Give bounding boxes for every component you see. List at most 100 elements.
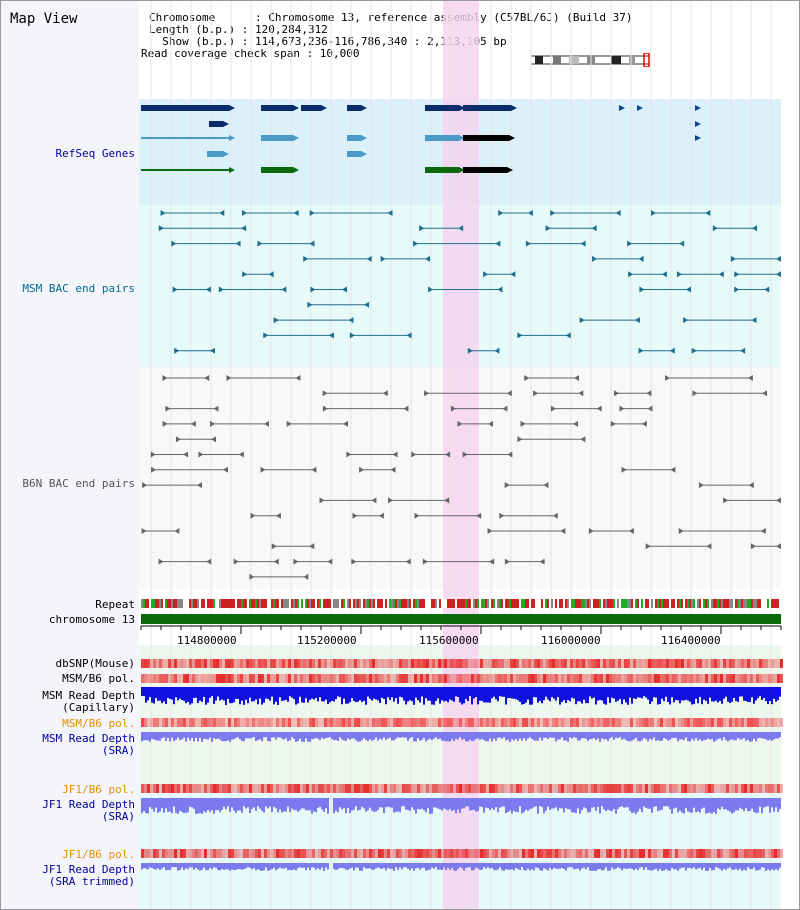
jf1-depth-bar [663,798,665,807]
msm-depth-cap-bar [579,687,581,702]
dbsnp-strip [573,659,576,668]
jf1-depth-trim-bar [283,863,285,869]
msm-b6-pol-sra-label: MSM/B6 pol. [62,717,135,730]
jf1-pol-2-strip [735,849,738,858]
dbsnp-strip [417,659,420,668]
msm-pol-sra-strip [228,718,231,727]
msm-pol-strip [411,674,414,683]
dbsnp-strip [249,659,252,668]
repeat-segment [715,599,717,608]
msm-bac-pair-end [328,332,334,339]
msm-depth-cap-bar [437,687,439,699]
dbsnp-strip [279,659,282,668]
msm-depth-cap-bar [243,687,245,705]
repeat-segment [217,599,219,608]
msm-depth-sra-bar [475,732,477,740]
msm-pol-sra-strip [312,718,315,727]
msm-depth-sra-bar [417,732,419,739]
jf1-depth-bar [763,798,765,808]
msm-pol-sra-strip [459,718,462,727]
dbsnp-strip [684,659,687,668]
jf1-pol-strip [183,784,186,793]
msm-depth-sra-bar [245,732,247,739]
jf1-depth-trim-bar [207,863,209,871]
jf1-depth-trim-bar [765,863,767,871]
msm-bac-pair-end [268,271,274,278]
msm-depth-sra-bar [433,732,435,739]
msm-depth-sra-bar [581,732,583,739]
jf1-pol-2-strip [684,849,687,858]
jf1-depth-bar [435,798,437,808]
jf1-depth-trim-bar [219,863,221,871]
repeat-segment [565,599,567,608]
msm-bac-pair-end [639,286,645,293]
msm-pol-strip [231,674,234,683]
b6n-bac-pair-end [621,466,627,473]
jf1-pol-strip [618,784,621,793]
jf1-pol-strip [165,784,168,793]
msm-depth-cap-bar [393,687,395,702]
jf1-depth-trim-bar [767,863,769,870]
msm-depth-sra-bar [553,732,555,738]
msm-depth-sra-bar [301,732,303,742]
msm-depth-cap-bar [581,687,583,704]
dbsnp-strip [651,659,654,668]
repeat-segment [363,599,365,608]
msm-pol-sra-strip [690,718,693,727]
jf1-depth-bar [355,798,357,807]
jf1-depth-trim-bar [653,863,655,870]
msm-depth-cap-bar [513,687,515,699]
msm-pol-sra-strip [498,718,501,727]
jf1-pol-2-strip [753,849,756,858]
jf1-pol-strip [522,784,525,793]
jf1-pol-2-strip [276,849,279,858]
repeat-segment [341,599,343,608]
msm-depth-cap-bar [189,687,191,705]
msm-bac-pair-end [685,286,691,293]
repeat-segment [617,599,619,608]
jf1-pol-2-strip [195,849,198,858]
repeat-segment [563,599,565,608]
msm-depth-sra-bar [171,732,173,738]
msm-pol-strip [633,674,636,683]
msm-pol-strip [738,674,741,683]
msm-pol-strip [540,674,543,683]
repeat-segment [625,599,627,608]
msm-depth-sra-bar [237,732,239,738]
b6n-bac-pair-end [351,558,357,565]
dbsnp-strip [189,659,192,668]
jf1-pol-2-strip [492,849,495,858]
jf1-depth-trim-bar [501,863,503,871]
b6n-bac-pair-end [543,482,549,489]
jf1-pol-2-strip [324,849,327,858]
msm-depth-sra-bar [453,732,455,742]
msm-depth-cap-bar [245,687,247,700]
msm-depth-sra-bar [445,732,447,742]
jf1-depth-bar [639,798,641,809]
jf1-depth-bar [227,798,229,807]
jf1-pol-strip [687,784,690,793]
jf1-depth-bar [571,798,573,813]
msm-depth-cap-bar [181,687,183,700]
jf1-depth-bar [629,798,631,811]
jf1-pol-strip [564,784,567,793]
repeat-segment [379,599,381,608]
b6n-bac-pair-end [750,543,756,550]
repeat-segment [169,599,171,608]
msm-depth-cap-bar [649,687,651,705]
jf1-depth-trim-bar [205,863,207,871]
msm-depth-cap-bar [289,687,291,697]
dbsnp-strip [213,659,216,668]
msm-depth-sra-bar [299,732,301,739]
b6n-bac-pair-end [260,466,266,473]
jf1-depth-trim-bar [471,863,473,871]
repeat-segment [231,599,233,608]
jf1-pol-strip [582,784,585,793]
dbsnp-strip [459,659,462,668]
msm-depth-sra-bar [747,732,749,740]
jf1-depth-bar [527,798,529,811]
b6n-bac-pair-end [646,390,652,397]
msm-depth-cap-bar [725,687,727,697]
jf1-pol-strip [273,784,276,793]
